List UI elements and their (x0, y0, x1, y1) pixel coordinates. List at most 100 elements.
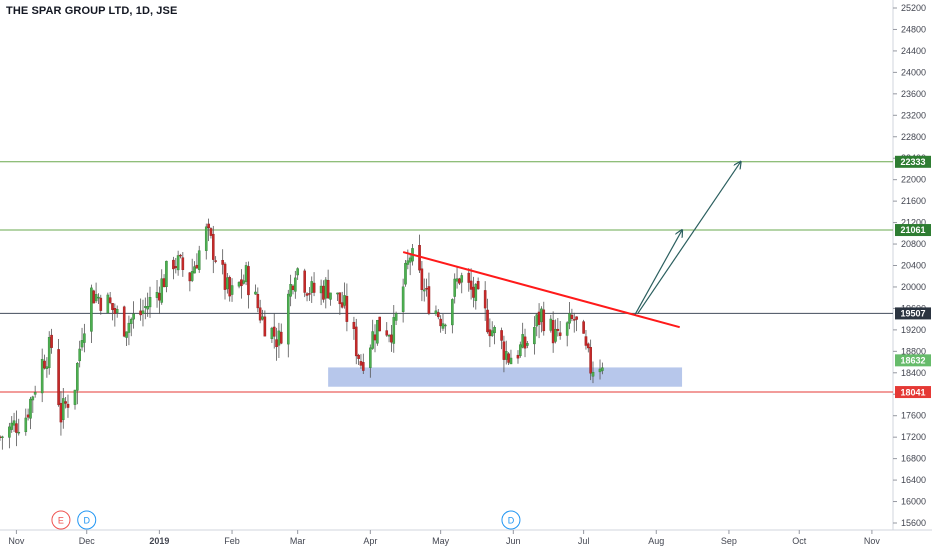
candle-body (146, 306, 149, 310)
candle-body (322, 285, 325, 300)
candle-body (258, 307, 262, 321)
candle-body (509, 357, 513, 365)
candle-body (57, 349, 60, 406)
candle-body (94, 294, 98, 302)
candle-body (582, 321, 585, 334)
candle-body (549, 318, 553, 331)
candle-body (554, 328, 557, 342)
candle-body (486, 309, 489, 333)
candle-body (237, 282, 241, 287)
candle-body (59, 402, 63, 423)
candle-body (47, 337, 51, 368)
candle-body (394, 313, 398, 321)
projection-arrow (637, 162, 741, 315)
candle-body (359, 361, 363, 366)
candle-body (319, 285, 323, 294)
x-tick-label: Oct (792, 536, 807, 546)
candle-body (80, 340, 84, 348)
candle-body (242, 280, 246, 284)
candle-body (535, 314, 539, 327)
x-tick-label: Mar (290, 536, 306, 546)
candle-body (455, 278, 459, 282)
projection-arrow (634, 230, 682, 315)
x-tick-label: Apr (363, 536, 377, 546)
x-tick-label: Aug (648, 536, 664, 546)
candle-body (303, 270, 306, 293)
candle-body (1, 436, 4, 439)
candle-body (148, 297, 152, 308)
candle-body (188, 272, 192, 282)
candle-body (111, 303, 114, 310)
y-tick-label: 18800 (901, 346, 926, 356)
candle-body (240, 279, 243, 286)
event-marker (77, 510, 97, 530)
candle-body (490, 330, 494, 336)
candle-body (15, 423, 18, 433)
candle-body (598, 368, 602, 373)
y-tick-label: 16000 (901, 497, 926, 507)
candle-body (441, 323, 445, 329)
level-badge-label: 22333 (900, 157, 925, 167)
y-tick-label: 24800 (901, 24, 926, 34)
candle-body (338, 292, 342, 305)
candle-body (214, 260, 217, 262)
candle-body (275, 339, 278, 348)
y-tick-label: 20000 (901, 282, 926, 292)
candles (0, 218, 604, 450)
candle-body (256, 293, 260, 309)
event-marker-label: D (508, 516, 515, 526)
y-tick-label: 17200 (901, 432, 926, 442)
candle-body (390, 334, 393, 343)
candle-body (228, 277, 231, 297)
candle-body (291, 285, 295, 291)
candle-body (425, 288, 428, 290)
candle-body (575, 316, 578, 320)
candle-body (108, 297, 112, 303)
candle-body (179, 254, 182, 257)
candle-body (211, 233, 215, 260)
candle-body (533, 327, 536, 345)
candle-body (500, 330, 503, 341)
candle-body (8, 426, 11, 438)
y-tick-label: 21200 (901, 218, 926, 228)
candle-body (406, 260, 410, 265)
y-tick-label: 23600 (901, 89, 926, 99)
candle-body (329, 292, 332, 300)
candle-body (40, 358, 44, 394)
candle-body (589, 347, 592, 374)
candle-body (551, 320, 555, 344)
candle-body (50, 334, 53, 348)
candle-body (483, 290, 487, 309)
candle-body (537, 311, 541, 325)
candle-body (361, 362, 365, 371)
candle-body (244, 265, 248, 282)
candle-body (66, 403, 70, 408)
candle-body (106, 294, 110, 314)
candle-body (181, 257, 185, 270)
y-tick-label: 19200 (901, 325, 926, 335)
candle-body (78, 348, 81, 362)
candle-body (43, 360, 46, 369)
event-marker-label: D (83, 516, 90, 526)
last-price-label: 18632 (900, 356, 925, 366)
candle-body (172, 259, 175, 270)
level-badge-label: 21061 (900, 225, 925, 235)
candle-body (115, 309, 119, 313)
candle-body (90, 287, 93, 332)
candle-body (305, 293, 309, 296)
level-badge-label: 19507 (900, 309, 925, 319)
level-badge (895, 307, 931, 320)
candle-body (122, 306, 126, 337)
candle-body (308, 293, 311, 295)
candle-body (369, 347, 372, 368)
candle-body (357, 354, 360, 359)
x-tick-label: Jun (506, 536, 521, 546)
candle-body (343, 295, 346, 306)
candle-body (436, 312, 440, 318)
candle-body (129, 318, 133, 324)
candle-body (376, 320, 379, 344)
candle-body (165, 260, 168, 288)
candle-body (587, 343, 590, 349)
